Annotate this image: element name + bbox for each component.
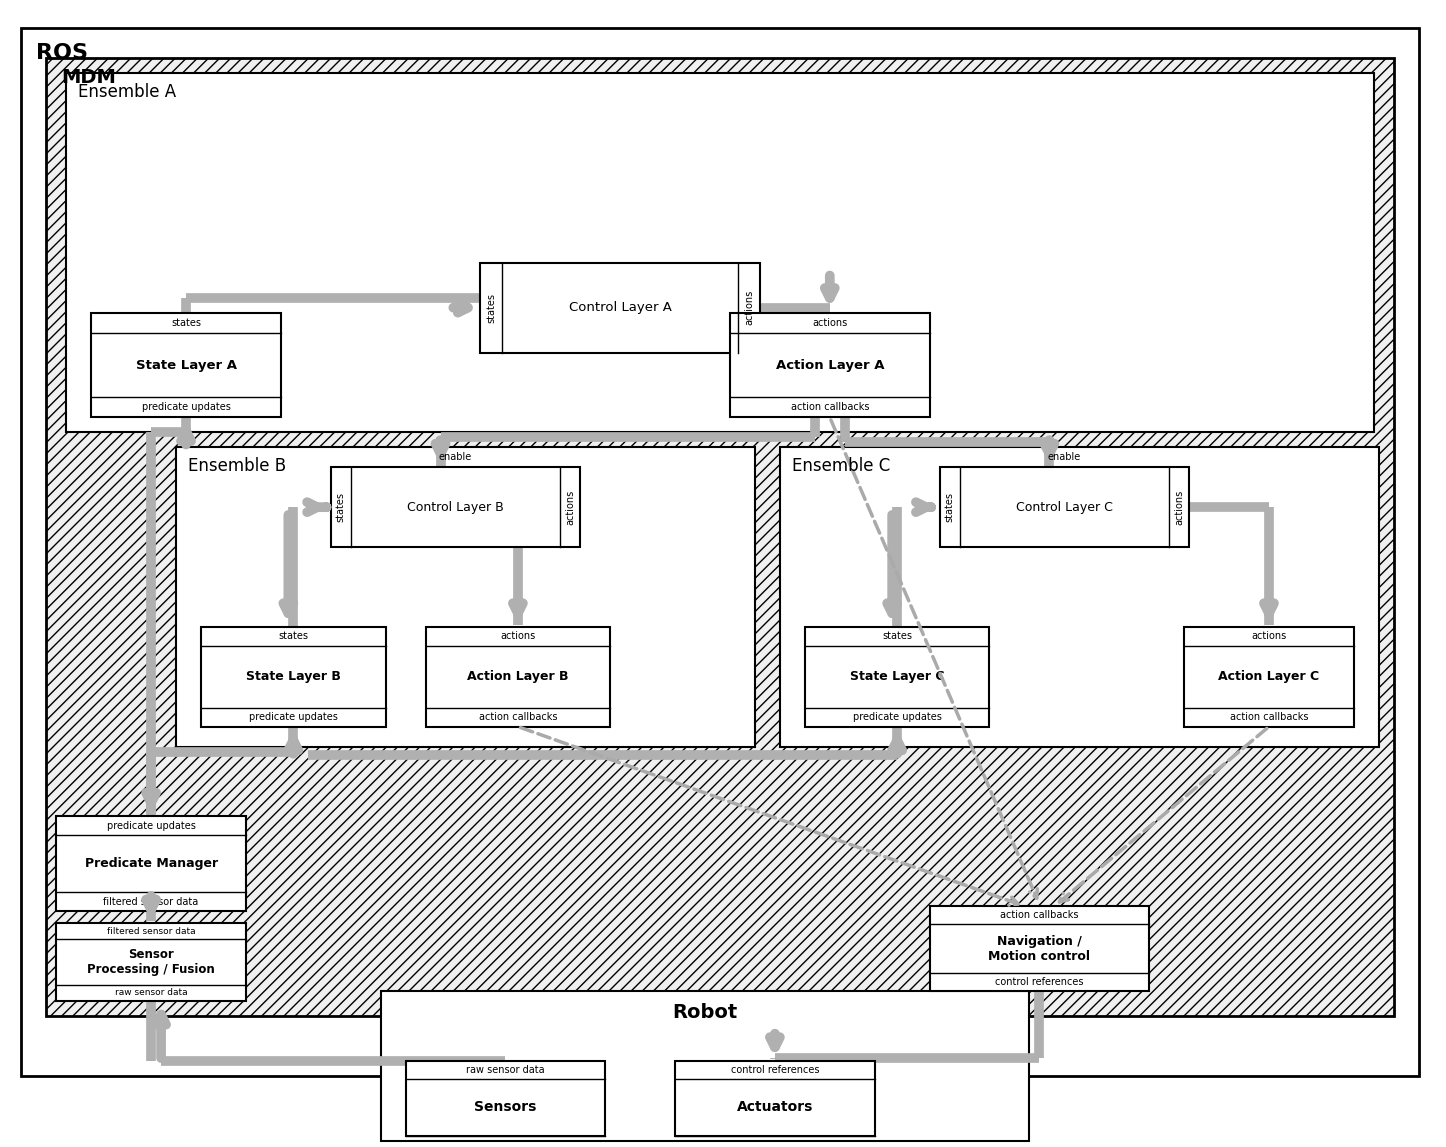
Text: Control Layer A: Control Layer A	[568, 302, 671, 314]
FancyBboxPatch shape	[940, 467, 1189, 547]
Text: action callbacks: action callbacks	[1001, 911, 1079, 920]
FancyBboxPatch shape	[380, 991, 1030, 1140]
FancyBboxPatch shape	[91, 313, 281, 418]
Text: states: states	[882, 631, 912, 641]
FancyBboxPatch shape	[805, 627, 989, 727]
Text: actions: actions	[813, 318, 847, 328]
Text: Action Layer A: Action Layer A	[775, 359, 884, 372]
Text: actions: actions	[565, 490, 576, 525]
Text: Action Layer C: Action Layer C	[1219, 670, 1320, 684]
Text: State Layer C: State Layer C	[850, 670, 944, 684]
Text: State Layer B: State Layer B	[246, 670, 341, 684]
Text: Robot: Robot	[672, 1002, 737, 1022]
Text: Action Layer B: Action Layer B	[467, 670, 568, 684]
Text: control references: control references	[995, 977, 1083, 988]
Text: Sensor
Processing / Fusion: Sensor Processing / Fusion	[87, 949, 215, 976]
Text: ROS: ROS	[36, 44, 88, 63]
Text: raw sensor data: raw sensor data	[466, 1064, 545, 1075]
Text: Predicate Manager: Predicate Manager	[84, 857, 218, 871]
Text: Navigation /
Motion control: Navigation / Motion control	[989, 935, 1090, 962]
Text: actions: actions	[1174, 490, 1184, 525]
Text: filtered sensor data: filtered sensor data	[107, 927, 195, 936]
FancyBboxPatch shape	[779, 447, 1378, 747]
FancyBboxPatch shape	[675, 1061, 875, 1136]
FancyBboxPatch shape	[331, 467, 580, 547]
Text: predicate updates: predicate updates	[107, 821, 195, 830]
FancyBboxPatch shape	[730, 313, 930, 418]
FancyBboxPatch shape	[56, 817, 246, 911]
FancyBboxPatch shape	[1184, 627, 1353, 727]
Text: action callbacks: action callbacks	[791, 403, 869, 413]
FancyBboxPatch shape	[930, 906, 1150, 991]
Text: Ensemble B: Ensemble B	[188, 458, 286, 475]
Text: Control Layer C: Control Layer C	[1017, 500, 1113, 514]
Text: Actuators: Actuators	[736, 1100, 813, 1114]
Text: predicate updates: predicate updates	[249, 712, 338, 723]
FancyBboxPatch shape	[480, 263, 761, 352]
Text: actions: actions	[500, 631, 535, 641]
Text: actions: actions	[1251, 631, 1287, 641]
Text: states: states	[944, 492, 954, 522]
Text: Control Layer B: Control Layer B	[408, 500, 503, 514]
Text: Sensors: Sensors	[474, 1100, 536, 1114]
Text: control references: control references	[730, 1064, 818, 1075]
FancyBboxPatch shape	[201, 627, 386, 727]
Text: states: states	[278, 631, 308, 641]
Text: states: states	[171, 318, 201, 328]
Text: Ensemble C: Ensemble C	[792, 458, 891, 475]
Text: enable: enable	[440, 452, 473, 462]
Text: enable: enable	[1048, 452, 1082, 462]
FancyBboxPatch shape	[46, 58, 1394, 1016]
Text: raw sensor data: raw sensor data	[114, 989, 188, 998]
Text: predicate updates: predicate updates	[853, 712, 941, 723]
Text: action callbacks: action callbacks	[479, 712, 557, 723]
FancyBboxPatch shape	[176, 447, 755, 747]
Text: filtered sensor data: filtered sensor data	[104, 897, 198, 906]
Text: states: states	[486, 292, 496, 322]
FancyBboxPatch shape	[67, 73, 1374, 432]
Text: Ensemble A: Ensemble A	[78, 84, 176, 101]
FancyBboxPatch shape	[406, 1061, 606, 1136]
Text: action callbacks: action callbacks	[1229, 712, 1309, 723]
Text: actions: actions	[743, 290, 753, 326]
Text: MDM: MDM	[61, 68, 116, 87]
FancyBboxPatch shape	[22, 29, 1419, 1076]
Text: predicate updates: predicate updates	[142, 403, 230, 413]
Text: State Layer A: State Layer A	[136, 359, 237, 372]
Text: states: states	[335, 492, 346, 522]
FancyBboxPatch shape	[56, 923, 246, 1001]
FancyBboxPatch shape	[425, 627, 610, 727]
